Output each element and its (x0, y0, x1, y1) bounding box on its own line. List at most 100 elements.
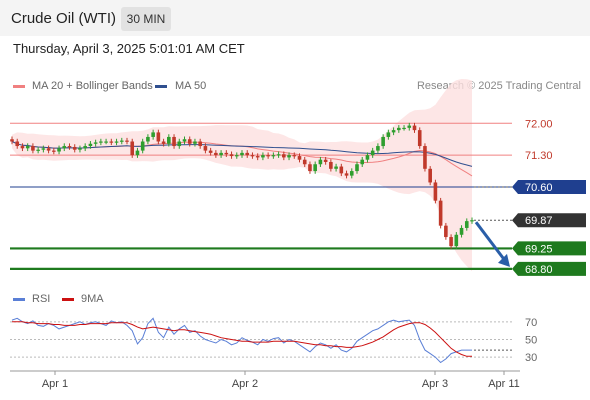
candle-body (308, 164, 312, 172)
time-axis-label: Apr 1 (42, 378, 68, 390)
candle-body (297, 156, 302, 160)
forecast-arrow (474, 221, 508, 263)
candle-body (119, 140, 124, 142)
price-level-tag (512, 180, 586, 194)
candle-body (36, 149, 40, 151)
candle-body (329, 161, 333, 169)
candle-body (349, 171, 354, 176)
candle-body (104, 141, 108, 143)
candle-body (423, 146, 427, 169)
candle-body (109, 141, 114, 143)
candle-body (417, 130, 422, 147)
candle-body (313, 164, 317, 172)
current-price-tag (512, 213, 586, 228)
candle-body (219, 152, 223, 156)
candle-body (93, 142, 98, 144)
candle-body (57, 148, 61, 152)
candle-body (208, 150, 213, 153)
candle-body (376, 146, 380, 151)
candles (10, 122, 474, 249)
forecast-arrow-head (498, 253, 510, 267)
price-level-label: 68.80 (525, 264, 553, 276)
ma9-legend-swatch (62, 298, 74, 301)
time-axis-label: Apr 11 (488, 378, 520, 390)
rsi-legend-label: RSI (32, 293, 51, 305)
candle-body (46, 148, 51, 151)
ma20-legend-swatch (13, 85, 25, 88)
price-levels (10, 122, 512, 270)
candle-body (266, 155, 270, 157)
candle-body (224, 152, 229, 155)
price-level-label: 72.00 (525, 118, 553, 130)
candle-body (10, 139, 14, 142)
candle-body (444, 225, 448, 238)
current-price-label: 69.87 (525, 215, 553, 227)
bollinger-band-area (12, 79, 472, 272)
candle-body (15, 141, 20, 147)
candle-body (276, 154, 281, 156)
candle-body (402, 127, 406, 130)
candle-body (140, 141, 145, 151)
candle-body (250, 155, 255, 157)
candle-body (41, 148, 46, 150)
price-level-label: 70.60 (525, 182, 553, 194)
candle-body (234, 155, 239, 157)
candle-body (167, 136, 171, 144)
interval-button[interactable]: 30 MIN (121, 7, 171, 31)
candle-body (240, 152, 244, 156)
candle-body (386, 132, 391, 137)
candle-body (433, 182, 438, 201)
price-level-label: 71.30 (525, 150, 553, 162)
bollinger-band (12, 79, 472, 272)
candle-body (146, 136, 150, 142)
candle-body (449, 237, 453, 247)
candle-body (88, 143, 93, 147)
candle-body (151, 132, 155, 137)
rsi-tick-label: 30 (525, 352, 537, 364)
candle-body (193, 141, 197, 144)
candle-body (470, 220, 474, 222)
candle-body (261, 155, 265, 158)
candle-body (334, 166, 338, 169)
price-tags: 72.00 71.30 70.60 69.25 68.80 69.87 (474, 118, 586, 276)
time-axis: Apr 1 Apr 2 Apr 3 Apr 11 (10, 370, 520, 390)
candle-body (271, 155, 276, 157)
rsi-panel: 70 50 30 (10, 317, 537, 364)
price-level-tag (512, 261, 586, 276)
candle-body (339, 166, 344, 174)
candle-body (287, 155, 291, 158)
candle-body (78, 148, 82, 150)
candle-body (282, 154, 286, 158)
candle-body (72, 146, 77, 150)
rsi-ma-line (12, 321, 472, 357)
candle-body (214, 152, 218, 156)
candle-body (292, 155, 297, 157)
candle-body (302, 159, 307, 165)
candle-body (255, 156, 260, 158)
moving-averages (11, 141, 473, 177)
instrument-title: Crude Oil (WTI) (11, 10, 116, 27)
price-level-label: 69.25 (525, 243, 553, 255)
candle-body (83, 146, 87, 149)
candle-body (67, 146, 72, 148)
chart-datetime: Thursday, April 3, 2025 5:01:01 AM CET (13, 41, 245, 56)
candle-body (187, 139, 192, 144)
candle-body (318, 159, 323, 165)
candle-body (365, 155, 370, 160)
candle-body (360, 159, 365, 165)
candle-body (25, 146, 30, 149)
ma50-legend-label: MA 50 (175, 80, 207, 92)
candle-body (125, 140, 129, 142)
rsi-tick-label: 70 (525, 317, 537, 329)
candle-body (182, 139, 187, 142)
time-axis-label: Apr 2 (232, 378, 258, 390)
candle-body (407, 125, 412, 128)
rsi-legend-swatch (13, 298, 25, 301)
candle-body (323, 159, 328, 162)
candle-body (20, 146, 25, 149)
candle-body (31, 146, 35, 151)
ma50-legend-swatch (155, 85, 167, 88)
candle-body (438, 200, 443, 226)
rsi-line (11, 317, 472, 364)
